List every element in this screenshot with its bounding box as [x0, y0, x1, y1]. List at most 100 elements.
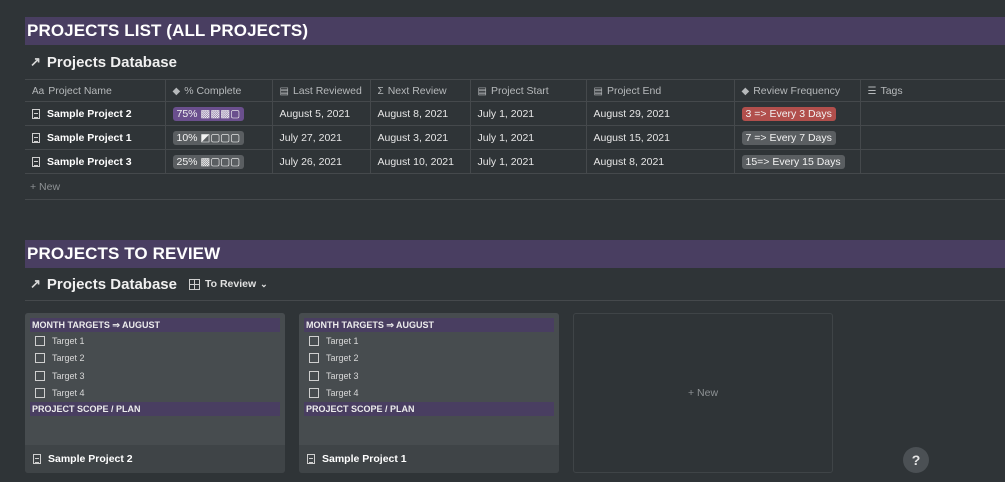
view-selector[interactable]: To Review ⌄: [188, 278, 268, 290]
table-row[interactable]: Sample Project 3 25% ▩▢▢▢ July 26, 2021 …: [25, 149, 1005, 174]
cell-project-end[interactable]: August 29, 2021: [586, 101, 735, 126]
column-header-label: % Complete: [184, 84, 242, 97]
cell-complete[interactable]: 10% ◩▢▢▢: [165, 125, 273, 150]
list-database-label: Projects Database: [46, 53, 177, 71]
cell-review-frequency[interactable]: 3 => Every 3 Days: [734, 101, 861, 126]
frequency-badge: 3 => Every 3 Days: [741, 106, 836, 121]
cell-next-review[interactable]: August 8, 2021: [370, 101, 471, 126]
cell-next-review[interactable]: August 3, 2021: [370, 125, 471, 150]
complete-badge: 10% ◩▢▢▢: [172, 130, 245, 145]
checkbox[interactable]: [35, 388, 45, 399]
cell-project-start[interactable]: July 1, 2021: [470, 101, 587, 126]
target-item: Target 4: [304, 385, 554, 403]
target-item: Target 2: [30, 350, 280, 368]
chevron-down-icon: ⌄: [260, 278, 268, 289]
cell-project-end[interactable]: August 8, 2021: [586, 149, 735, 174]
target-label: Target 1: [52, 335, 85, 346]
card-title[interactable]: Sample Project 2: [25, 445, 285, 473]
board-view-icon: [188, 278, 200, 290]
cell-next-review[interactable]: August 10, 2021: [370, 149, 471, 174]
target-item: Target 1: [30, 332, 280, 350]
card-scope-header: PROJECT SCOPE / PLAN: [304, 402, 554, 416]
cell-review-frequency[interactable]: 7 => Every 7 Days: [734, 125, 861, 150]
cell-last-reviewed[interactable]: July 27, 2021: [272, 125, 371, 150]
board-card[interactable]: MONTH TARGETS ⇒ AUGUST Target 1 Target 2…: [299, 313, 559, 473]
help-button[interactable]: ?: [903, 447, 929, 473]
checkbox[interactable]: [309, 370, 319, 381]
table-new-row-button[interactable]: + New: [30, 181, 61, 193]
cell-last-reviewed[interactable]: July 26, 2021: [272, 149, 371, 174]
card-title-label: Sample Project 1: [322, 453, 407, 465]
card-title-label: Sample Project 2: [48, 453, 133, 465]
cell-project-end[interactable]: August 15, 2021: [586, 125, 735, 150]
cell-review-frequency[interactable]: 15=> Every 15 Days: [734, 149, 861, 174]
complete-badge: 25% ▩▢▢▢: [172, 154, 245, 169]
review-database-title: ↗ Projects Database To Review ⌄: [30, 272, 268, 296]
column-header-label: Project Name: [48, 84, 112, 97]
card-scope-header: PROJECT SCOPE / PLAN: [30, 402, 280, 416]
page-icon: [32, 108, 40, 119]
checkbox[interactable]: [309, 335, 319, 346]
target-item: Target 1: [304, 332, 554, 350]
divider: [25, 300, 1005, 301]
cell-tags[interactable]: [860, 125, 1005, 150]
target-label: Target 4: [326, 388, 359, 399]
checkbox[interactable]: [309, 388, 319, 399]
column-header-label: Last Reviewed: [292, 84, 362, 97]
board-new-card-button[interactable]: + New: [573, 313, 833, 473]
target-label: Target 3: [326, 370, 359, 381]
divider: [25, 199, 1005, 200]
date-type-icon: ▤: [477, 85, 487, 97]
target-item: Target 4: [30, 385, 280, 403]
cell-last-reviewed[interactable]: August 5, 2021: [272, 101, 371, 126]
projects-list-banner: PROJECTS LIST (ALL PROJECTS): [25, 17, 1005, 45]
column-header-next-review[interactable]: Σ Next Review: [370, 79, 471, 102]
projects-review-banner: PROJECTS TO REVIEW: [25, 240, 1005, 268]
cell-complete[interactable]: 75% ▩▩▩▢: [165, 101, 273, 126]
cell-project-name[interactable]: Sample Project 3: [25, 149, 166, 174]
list-database-title[interactable]: ↗ Projects Database: [30, 50, 177, 74]
review-database-label[interactable]: Projects Database: [46, 275, 177, 293]
cell-complete[interactable]: 25% ▩▢▢▢: [165, 149, 273, 174]
card-preview: MONTH TARGETS ⇒ AUGUST Target 1 Target 2…: [25, 313, 285, 445]
checkbox[interactable]: [35, 370, 45, 381]
column-header-review-frequency[interactable]: ◆ Review Frequency: [734, 79, 861, 102]
card-preview: MONTH TARGETS ⇒ AUGUST Target 1 Target 2…: [299, 313, 559, 445]
formula-type-icon: ◆: [741, 85, 750, 97]
card-title[interactable]: Sample Project 1: [299, 445, 559, 473]
text-type-icon: Aa: [32, 85, 45, 97]
table-row[interactable]: Sample Project 2 75% ▩▩▩▢ August 5, 2021…: [25, 101, 1005, 126]
checkbox[interactable]: [309, 353, 319, 364]
table-header-row: Aa Project Name ◆% Complete ▤ Last Reviewe…: [25, 79, 1005, 102]
cell-project-start[interactable]: July 1, 2021: [470, 125, 587, 150]
cell-project-start[interactable]: July 1, 2021: [470, 149, 587, 174]
board-card[interactable]: MONTH TARGETS ⇒ AUGUST Target 1 Target 2…: [25, 313, 285, 473]
card-month-header: MONTH TARGETS ⇒ AUGUST: [304, 318, 554, 332]
sigma-icon: Σ: [377, 85, 384, 97]
page-icon: [33, 454, 41, 464]
page-icon: [32, 156, 40, 167]
checkbox[interactable]: [35, 335, 45, 346]
column-header-label: Tags: [880, 84, 903, 97]
view-label: To Review: [204, 278, 257, 290]
target-item: Target 3: [304, 367, 554, 385]
column-header-complete[interactable]: ◆% Complete: [165, 79, 273, 102]
cell-tags[interactable]: [860, 101, 1005, 126]
target-item: Target 3: [30, 367, 280, 385]
arrow-up-right-icon: ↗: [30, 54, 41, 69]
projects-table: Aa Project Name ◆% Complete ▤ Last Reviewe…: [25, 79, 1005, 174]
page-icon: [32, 132, 40, 143]
target-label: Target 3: [52, 370, 85, 381]
column-header-tags[interactable]: ☰ Tags: [860, 79, 1005, 102]
cell-project-name[interactable]: Sample Project 1: [25, 125, 166, 150]
checkbox[interactable]: [35, 353, 45, 364]
frequency-badge: 7 => Every 7 Days: [741, 130, 836, 145]
column-header-project-start[interactable]: ▤ Project Start: [470, 79, 587, 102]
cell-tags[interactable]: [860, 149, 1005, 174]
table-row[interactable]: Sample Project 1 10% ◩▢▢▢ July 27, 2021 …: [25, 125, 1005, 150]
complete-badge: 75% ▩▩▩▢: [172, 106, 245, 121]
cell-project-name[interactable]: Sample Project 2: [25, 101, 166, 126]
column-header-project-end[interactable]: ▤ Project End: [586, 79, 735, 102]
column-header-project-name[interactable]: Aa Project Name: [25, 79, 166, 102]
column-header-last-reviewed[interactable]: ▤ Last Reviewed: [272, 79, 371, 102]
